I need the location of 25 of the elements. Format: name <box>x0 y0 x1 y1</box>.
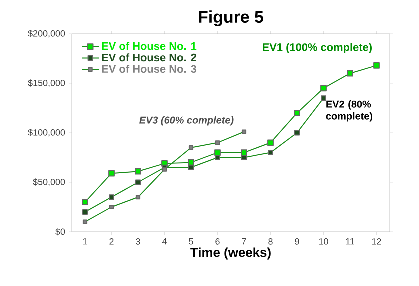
y-tick-label: $150,000 <box>28 80 66 88</box>
x-tick-label: 6 <box>216 238 220 245</box>
y-tick-label: $50,000 <box>33 178 66 186</box>
x-axis-title: Time (weeks) <box>190 248 271 260</box>
x-tick-label: 3 <box>136 238 140 245</box>
x-tick-label: 10 <box>319 238 328 245</box>
x-tick-label: 1 <box>83 238 88 245</box>
legend-label: EV of House No. 2 <box>102 54 196 62</box>
x-tick-label: 4 <box>162 238 167 245</box>
chart-title: Figure 5 <box>199 10 264 27</box>
x-tick-label: 9 <box>295 238 300 245</box>
x-tick-label: 12 <box>372 238 382 245</box>
y-tick-label: $100,000 <box>28 129 66 137</box>
annotation: EV2 (80% complete) <box>326 100 373 122</box>
x-tick-label: 2 <box>110 238 114 245</box>
annotation: EV3 (60% complete) <box>140 116 234 126</box>
x-tick-label: 8 <box>268 238 273 245</box>
x-tick-label: 11 <box>346 238 354 245</box>
x-tick-label: 7 <box>242 238 246 245</box>
legend-label: EV of House No. 3 <box>102 64 197 74</box>
y-tick-label: $0 <box>56 228 66 236</box>
x-tick-label: 5 <box>189 238 194 245</box>
legend-label: EV of House No. 1 <box>102 42 197 50</box>
y-tick-label: $200,000 <box>28 30 66 38</box>
annotation: EV1 (100% complete) <box>263 43 372 54</box>
